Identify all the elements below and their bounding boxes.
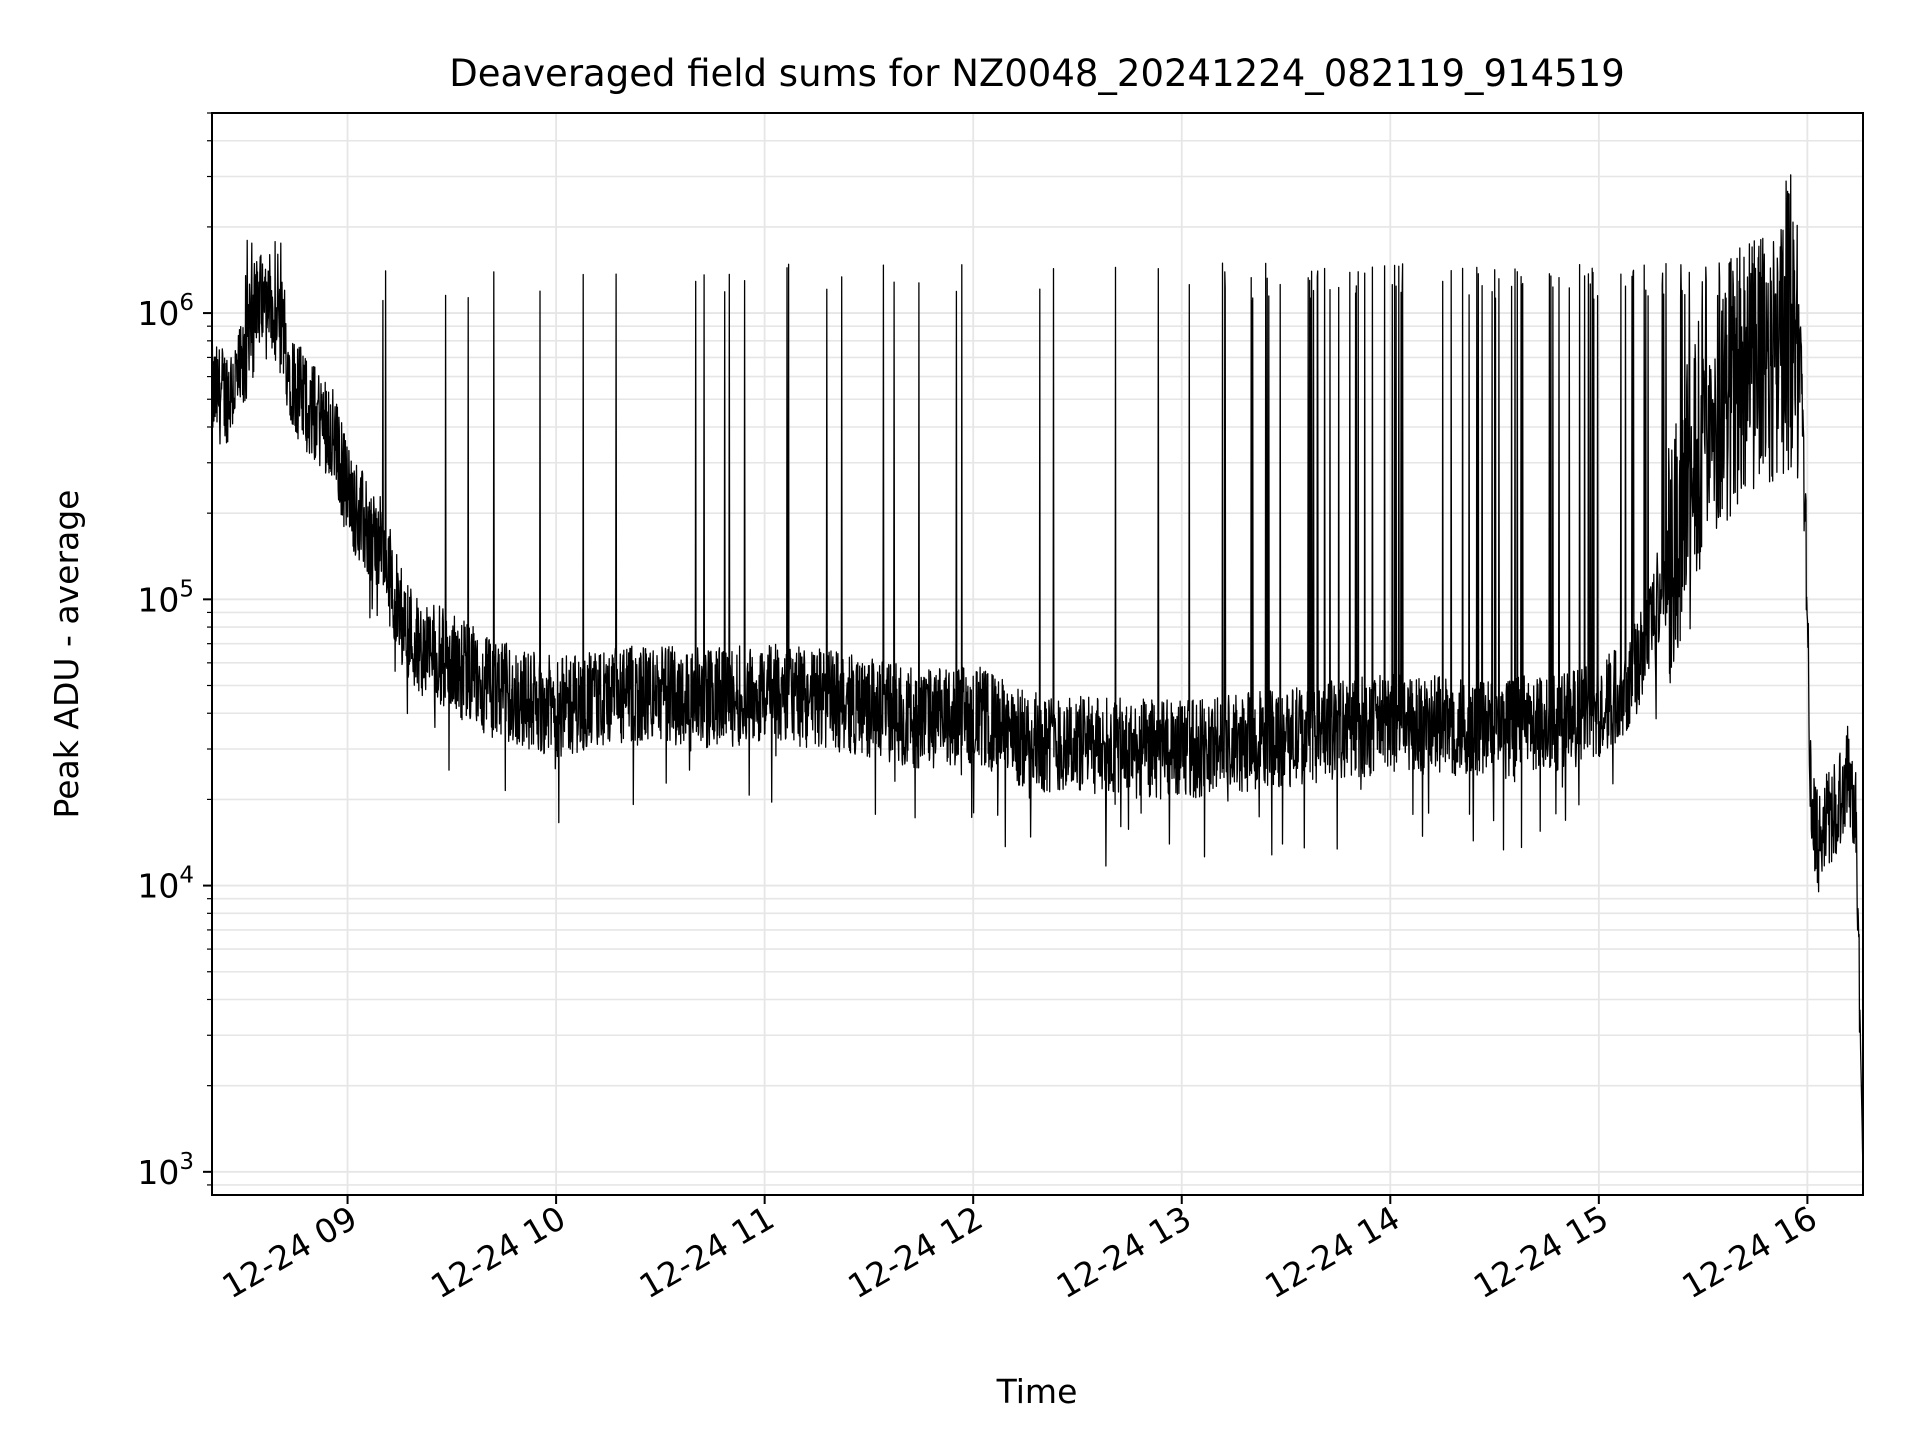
y-tick-label-base: 10 [137,867,179,906]
data-series-line [211,174,1864,1169]
chart-title: Deaveraged field sums for NZ0048_2024122… [449,52,1625,95]
plot-frame [211,112,1864,1196]
y-tick-label: 106 [137,290,194,333]
y-tick-label: 103 [137,1149,194,1192]
y-tick-label-exponent: 6 [179,290,194,316]
y-tick-label: 105 [137,576,194,619]
x-axis-label: Time [996,1372,1078,1411]
y-tick-label-exponent: 5 [179,576,194,602]
y-tick-label-base: 10 [137,580,179,619]
y-tick-label-exponent: 3 [179,1149,194,1175]
y-tick-label-base: 10 [137,294,179,333]
y-tick-label: 104 [137,863,194,906]
y-tick-label-base: 10 [137,1153,179,1192]
y-axis-label: Peak ADU - average [47,490,86,819]
y-tick-label-exponent: 4 [179,863,194,889]
